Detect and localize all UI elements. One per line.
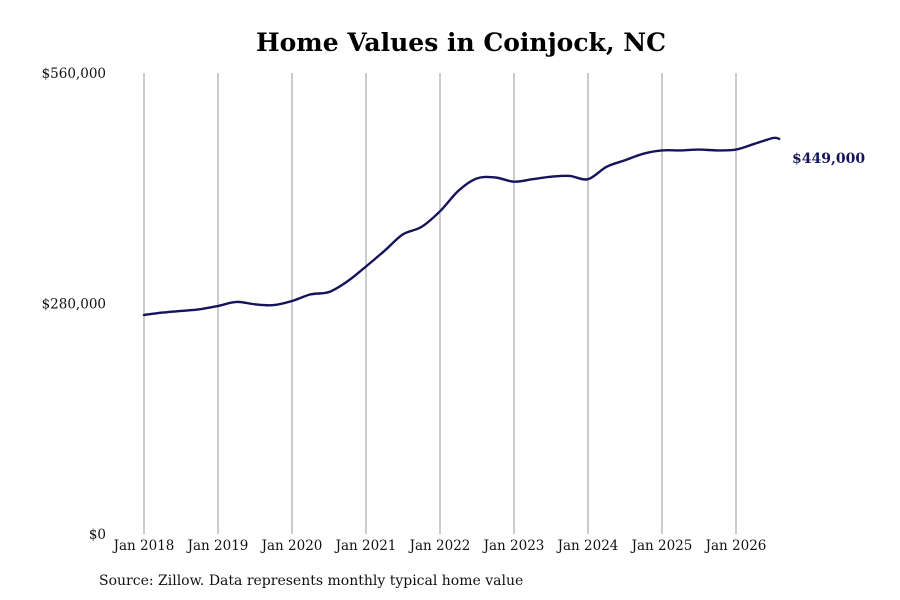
x-tick-label: Jan 2020 [260, 538, 323, 554]
x-tick-label: Jan 2025 [630, 538, 693, 554]
y-tick-label: $280,000 [42, 297, 106, 313]
x-tick-label: Jan 2022 [408, 538, 471, 554]
y-tick-label: $560,000 [42, 66, 106, 82]
x-tick-label: Jan 2023 [482, 538, 545, 554]
x-tick-label: Jan 2024 [556, 538, 619, 554]
x-tick-label: Jan 2026 [704, 538, 767, 554]
x-tick-label: Jan 2019 [186, 538, 249, 554]
x-tick-labels: Jan 2018 Jan 2019 Jan 2020 Jan 2021 Jan 2022… [112, 538, 767, 554]
series-line-home-value [142, 136, 781, 317]
end-value-label: $449,000 [792, 151, 865, 167]
x-tick-label: Jan 2018 [112, 538, 175, 554]
chart-title: Home Values in Coinjock, NC [256, 28, 666, 57]
y-tick-labels: $0 $280,000 $560,000 [42, 66, 106, 543]
source-note: Source: Zillow. Data represents monthly … [99, 573, 524, 589]
y-tick-label: $0 [89, 527, 106, 543]
grid-lines [143, 73, 737, 534]
x-tick-label: Jan 2021 [334, 538, 397, 554]
